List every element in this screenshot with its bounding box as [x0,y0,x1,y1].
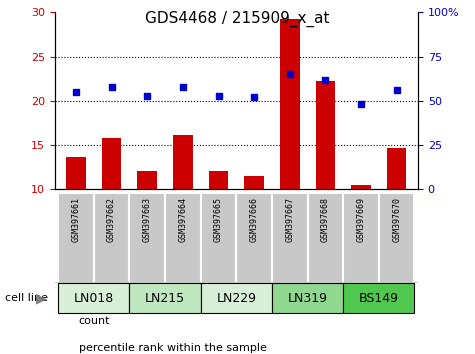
Text: GSM397665: GSM397665 [214,198,223,242]
Bar [165,193,200,283]
Text: cell line: cell line [5,293,48,303]
Text: GDS4468 / 215909_x_at: GDS4468 / 215909_x_at [145,11,330,27]
Text: LN215: LN215 [145,292,185,305]
Bar [201,283,272,313]
Bar [272,283,343,313]
Bar [102,138,122,189]
Text: ▶: ▶ [36,291,47,305]
Bar [343,193,379,283]
Text: LN018: LN018 [74,292,114,305]
Bar [209,171,228,189]
Bar [58,193,94,283]
Bar [272,193,308,283]
Bar [137,171,157,189]
Bar [315,80,335,189]
Text: LN319: LN319 [287,292,328,305]
Text: percentile rank within the sample: percentile rank within the sample [79,343,266,353]
Bar [129,193,165,283]
Text: GSM397670: GSM397670 [392,198,401,242]
Bar [201,193,237,283]
Bar [58,283,129,313]
Text: LN229: LN229 [216,292,256,305]
Bar [351,185,371,189]
Bar [237,193,272,283]
Text: BS149: BS149 [359,292,399,305]
Bar [94,193,129,283]
Text: GSM397664: GSM397664 [179,198,187,242]
Bar [379,193,414,283]
Text: GSM397668: GSM397668 [321,198,330,242]
Text: GSM397667: GSM397667 [285,198,294,242]
Bar [343,283,414,313]
Bar [173,135,193,189]
Text: GSM397663: GSM397663 [143,198,152,242]
Bar [129,283,200,313]
Bar [244,176,264,189]
Bar [280,19,300,189]
Text: GSM397666: GSM397666 [250,198,258,242]
Bar [387,148,407,189]
Bar [308,193,343,283]
Bar [66,156,86,189]
Text: GSM397662: GSM397662 [107,198,116,242]
Text: GSM397669: GSM397669 [357,198,365,242]
Text: count: count [79,316,110,326]
Text: GSM397661: GSM397661 [72,198,80,242]
